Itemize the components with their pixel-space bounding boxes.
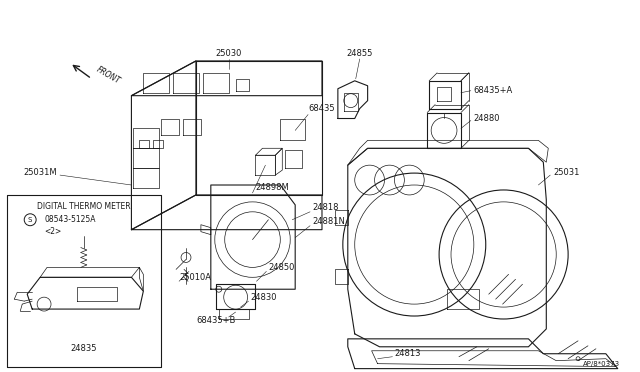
Text: 24855: 24855 [346, 48, 373, 58]
Text: 25010A: 25010A [179, 273, 211, 282]
Text: 25030: 25030 [216, 48, 242, 58]
Text: 24818: 24818 [312, 203, 339, 212]
Text: 24813: 24813 [394, 349, 421, 358]
Text: 25031M: 25031M [23, 168, 57, 177]
Text: FRONT: FRONT [95, 65, 122, 86]
Text: AP/8*0373: AP/8*0373 [582, 361, 620, 367]
Text: 24850: 24850 [268, 263, 295, 272]
Text: <2>: <2> [44, 227, 61, 236]
Text: 24880: 24880 [474, 114, 500, 123]
Text: 68435+B: 68435+B [196, 317, 236, 326]
Text: DIGITAL THERMO METER: DIGITAL THERMO METER [37, 202, 131, 211]
Text: 24898M: 24898M [255, 183, 289, 192]
Text: 68435: 68435 [308, 104, 335, 113]
Text: 08543-5125A: 08543-5125A [44, 215, 95, 224]
Text: S: S [28, 217, 33, 223]
Text: 25031: 25031 [553, 168, 580, 177]
Text: 68435+A: 68435+A [474, 86, 513, 95]
Text: 24830: 24830 [250, 293, 277, 302]
Text: 24835: 24835 [70, 344, 97, 353]
Text: 24881N: 24881N [312, 217, 345, 226]
